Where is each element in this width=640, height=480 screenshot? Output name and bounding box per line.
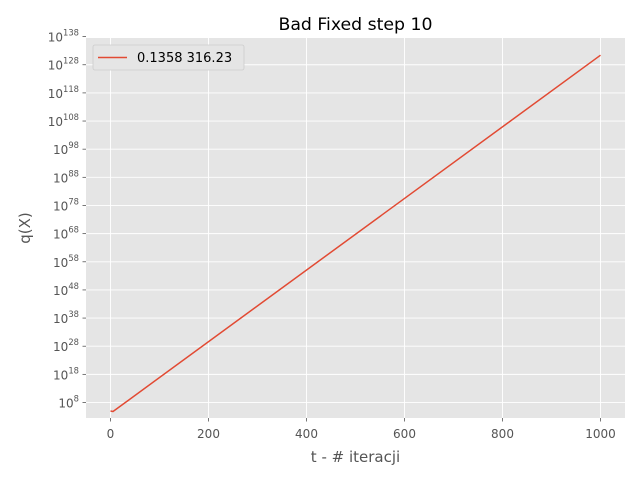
x-tick-label: 600 <box>393 427 416 441</box>
y-tick-label: 1028 <box>53 337 79 354</box>
y-tick-label: 1098 <box>53 140 79 157</box>
y-tick-label: 108 <box>58 394 79 411</box>
y-tick-label: 1088 <box>53 168 79 185</box>
y-tick-label: 10108 <box>48 112 79 129</box>
series-line <box>110 54 601 413</box>
x-tick-label: 1000 <box>585 427 616 441</box>
y-axis-ticks: 108 1018 1028 1038 1048 1058 1068 1078 1088 1098 1… <box>48 28 86 411</box>
y-tick-label: 1078 <box>53 196 79 213</box>
chart-title: Bad Fixed step 10 <box>278 15 432 35</box>
x-tick-label: 200 <box>197 427 220 441</box>
x-axis-ticks: 0 200 400 600 800 1000 <box>107 418 616 441</box>
y-tick-label: 1038 <box>53 309 79 326</box>
series-layer <box>110 54 601 413</box>
x-tick-label: 800 <box>491 427 514 441</box>
x-tick-label: 400 <box>295 427 318 441</box>
y-tick-label: 1018 <box>53 365 79 382</box>
y-tick-label: 10138 <box>48 28 79 45</box>
y-tick-label: 1048 <box>53 281 79 298</box>
y-tick-label: 10128 <box>48 56 79 73</box>
y-tick-label: 1058 <box>53 253 79 270</box>
y-axis-label: q(X) <box>16 212 34 244</box>
x-tick-label: 0 <box>107 427 115 441</box>
legend-box <box>92 44 245 71</box>
y-tick-label: 10118 <box>48 84 79 101</box>
legend: 0.1358 316.23 <box>92 44 245 71</box>
legend-label: 0.1358 316.23 <box>137 51 232 66</box>
y-tick-label: 1068 <box>53 225 79 242</box>
grid-lines <box>86 36 625 418</box>
x-axis-label: t - # iteracji <box>311 448 400 466</box>
plot-area <box>86 38 625 418</box>
